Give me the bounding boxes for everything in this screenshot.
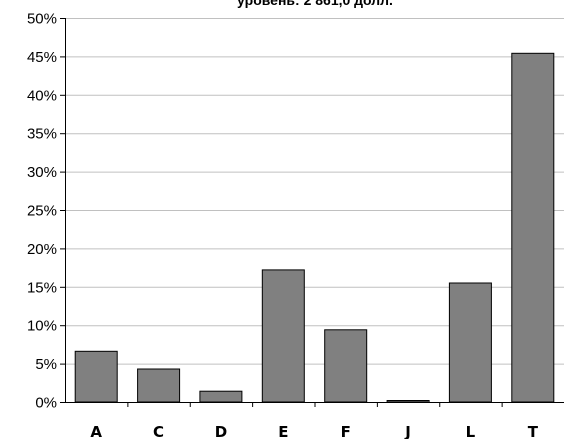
bar-F bbox=[324, 329, 368, 403]
bar-D bbox=[199, 390, 243, 403]
y-tick-label: 45% bbox=[27, 49, 57, 66]
grid-layer bbox=[65, 18, 564, 365]
x-tick-label: E bbox=[278, 423, 288, 439]
y-tick-label: 30% bbox=[27, 164, 57, 181]
x-tick-label: F bbox=[341, 423, 351, 439]
x-tick-label: T bbox=[528, 423, 539, 439]
x-tick-label: A bbox=[90, 423, 102, 439]
axis-layer bbox=[60, 18, 564, 407]
y-tick-label: 25% bbox=[27, 203, 57, 220]
y-tick-label: 0% bbox=[35, 395, 57, 412]
y-tick-label: 50% bbox=[27, 11, 57, 28]
bar-C bbox=[137, 368, 181, 403]
bar-J bbox=[386, 400, 430, 403]
y-tick-label: 40% bbox=[27, 87, 57, 104]
x-tick-label: D bbox=[215, 423, 227, 439]
y-tick-label: 10% bbox=[27, 318, 57, 335]
bar-layer bbox=[74, 52, 555, 403]
bar-E bbox=[261, 269, 305, 403]
x-tick-label: L bbox=[466, 423, 476, 439]
y-tick-label: 35% bbox=[27, 126, 57, 143]
y-tick-label: 20% bbox=[27, 241, 57, 258]
x-tick-label: J bbox=[404, 423, 411, 439]
bar-T bbox=[511, 52, 555, 403]
y-tick-label: 5% bbox=[35, 356, 57, 373]
bar-L bbox=[448, 282, 492, 403]
x-tick-label: C bbox=[153, 423, 164, 439]
bar-A bbox=[74, 350, 118, 403]
label-layer: 0% 5% 10% 15% 20% 25% 30% 35% 40% 45% 50% A C D E F J L T bbox=[27, 11, 539, 439]
y-tick-label: 15% bbox=[27, 279, 57, 296]
chart-title: уровень: 2 861,0 долл. bbox=[237, 0, 393, 8]
